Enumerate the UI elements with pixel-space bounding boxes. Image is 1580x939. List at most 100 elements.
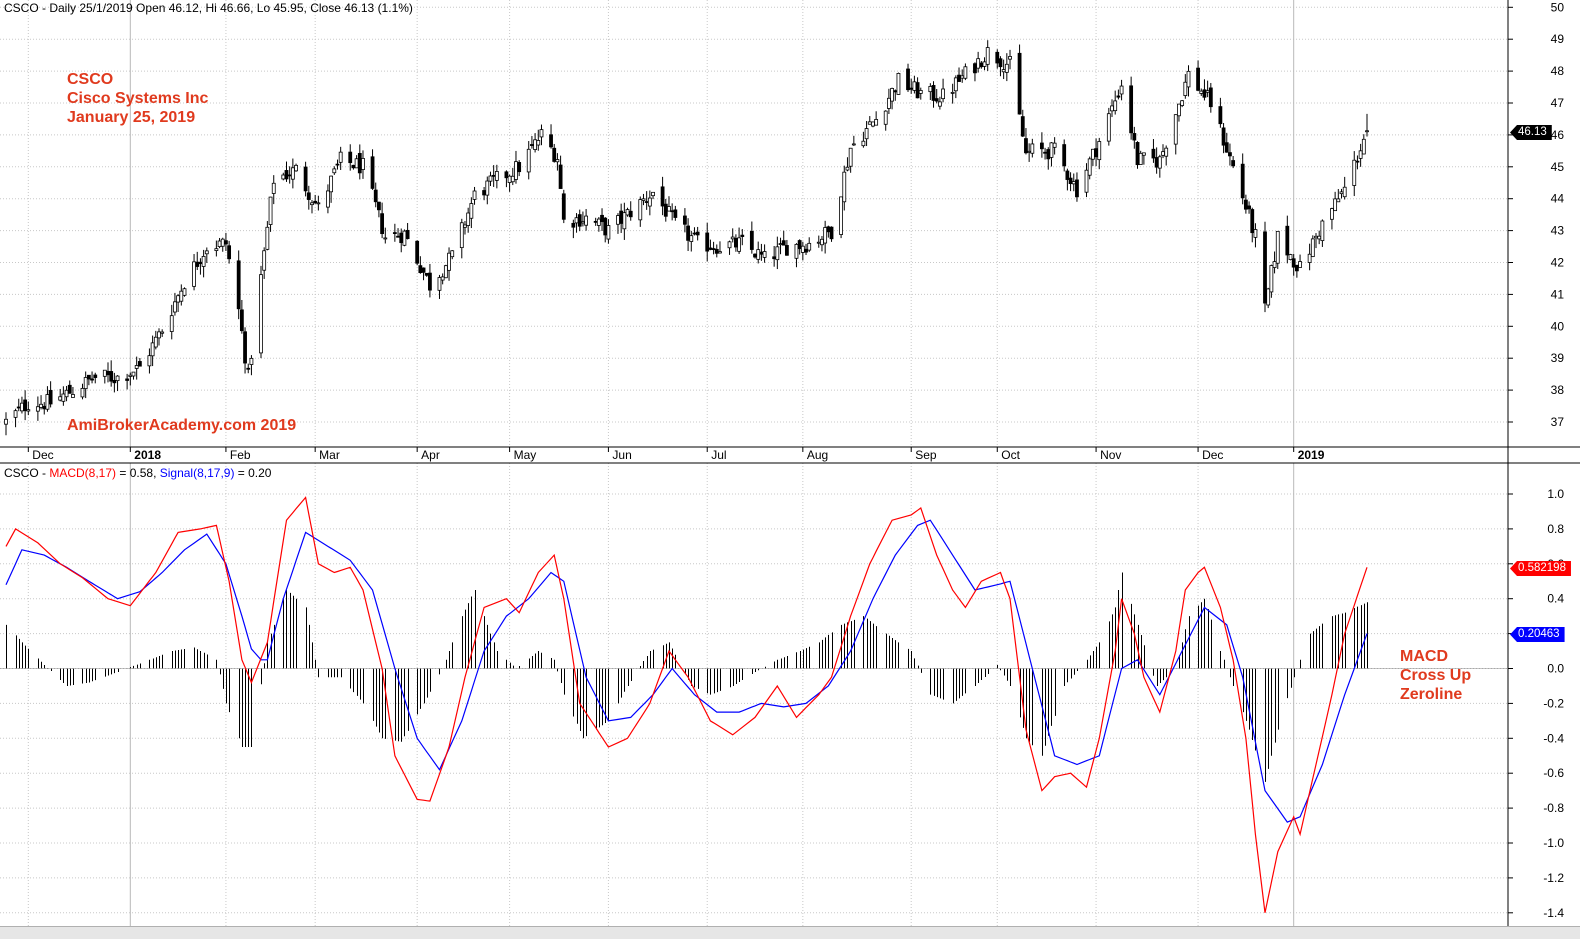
candle-body [1314,235,1318,239]
candle-body [192,261,196,287]
candle-body [616,215,620,225]
candle-body [963,66,968,79]
candle-body [577,214,582,227]
candle-body [415,240,420,264]
candle-body [772,256,777,260]
candle-body [195,261,200,267]
candle-body [1113,100,1118,112]
candle-body [979,62,984,68]
candle-body [35,406,40,412]
candle-body [26,409,31,412]
candle-body [507,175,512,183]
candle-body [533,139,538,150]
candle-body [883,110,888,125]
candle-body [1141,152,1146,156]
candle-body [941,88,945,100]
candle-body [982,61,987,67]
candle-body [45,394,50,410]
candle-body [1049,142,1054,158]
candle-body [804,248,808,253]
candle-body [424,272,429,276]
candle-body [622,212,627,230]
candle-body [4,418,8,425]
candle-body [109,371,114,382]
candle-body [660,186,665,207]
candle-body [816,241,821,244]
candle-body [692,232,697,235]
candle-body [995,51,1000,64]
candle-body [644,201,649,203]
candle-body [890,88,894,102]
candle-body [1110,105,1114,112]
candle-body [71,394,75,398]
candle-body [778,243,783,245]
candle-body [1202,89,1207,98]
candles-group [4,40,1369,436]
candle-body [488,175,493,182]
candle-body [1024,138,1028,154]
candle-body [689,235,694,242]
candle-body [351,164,356,169]
candle-body [1243,199,1248,210]
candle-body [727,241,732,249]
candle-body [530,144,534,146]
candle-body [246,367,251,370]
candle-body [1263,231,1267,304]
candle-body [1339,191,1344,195]
candle-body [985,47,990,65]
candle-body [150,342,155,357]
candle-body [1043,151,1047,154]
candle-body [137,361,142,367]
candle-body [775,246,780,261]
candle-body [718,251,722,254]
candle-body [42,405,47,410]
candle-body [23,399,28,412]
candle-body [759,251,764,255]
candle-body [373,189,378,203]
sheet-tabs-bar[interactable] [0,926,1580,939]
candle-body [1052,142,1057,148]
candle-body [83,377,88,390]
candle-body [39,403,43,408]
x-tick-label: May [514,448,537,462]
candle-body [1336,198,1341,203]
macd-y-tick-label: 0.4 [1547,592,1564,606]
candle-body [443,265,448,279]
candle-body [912,81,917,91]
candle-body [1358,150,1363,159]
price-y-tick-label: 46 [1551,128,1565,142]
candle-body [867,121,872,125]
candle-body [641,198,646,201]
candle-body [1253,229,1258,238]
candle-body [753,253,757,258]
candle-body [106,370,110,376]
candle-body [1275,230,1280,264]
candle-body [823,227,828,244]
candle-body [625,209,630,216]
candle-body [405,229,410,239]
candle-body [973,63,977,74]
candle-body [714,248,719,254]
candle-body [243,331,247,364]
candle-body [581,221,585,224]
candle-body [1065,170,1070,180]
candle-body [1138,152,1143,165]
candle-body [93,374,98,378]
candle-body [510,175,515,183]
candle-body [886,97,891,109]
candle-body [294,164,298,172]
candle-body [204,250,209,255]
candle-body [931,85,936,101]
candle-body [1196,67,1200,91]
candle-body [67,384,72,394]
candle-body [125,378,130,381]
candle-body [1129,85,1134,134]
candle-body [514,161,518,180]
candle-body [918,90,923,94]
candle-body [1027,150,1032,153]
candle-body [281,174,286,180]
candle-body [730,236,735,240]
x-tick-label: Apr [421,448,440,462]
candle-body [1288,254,1293,260]
macd-y-tick-label: -1.0 [1543,836,1564,850]
